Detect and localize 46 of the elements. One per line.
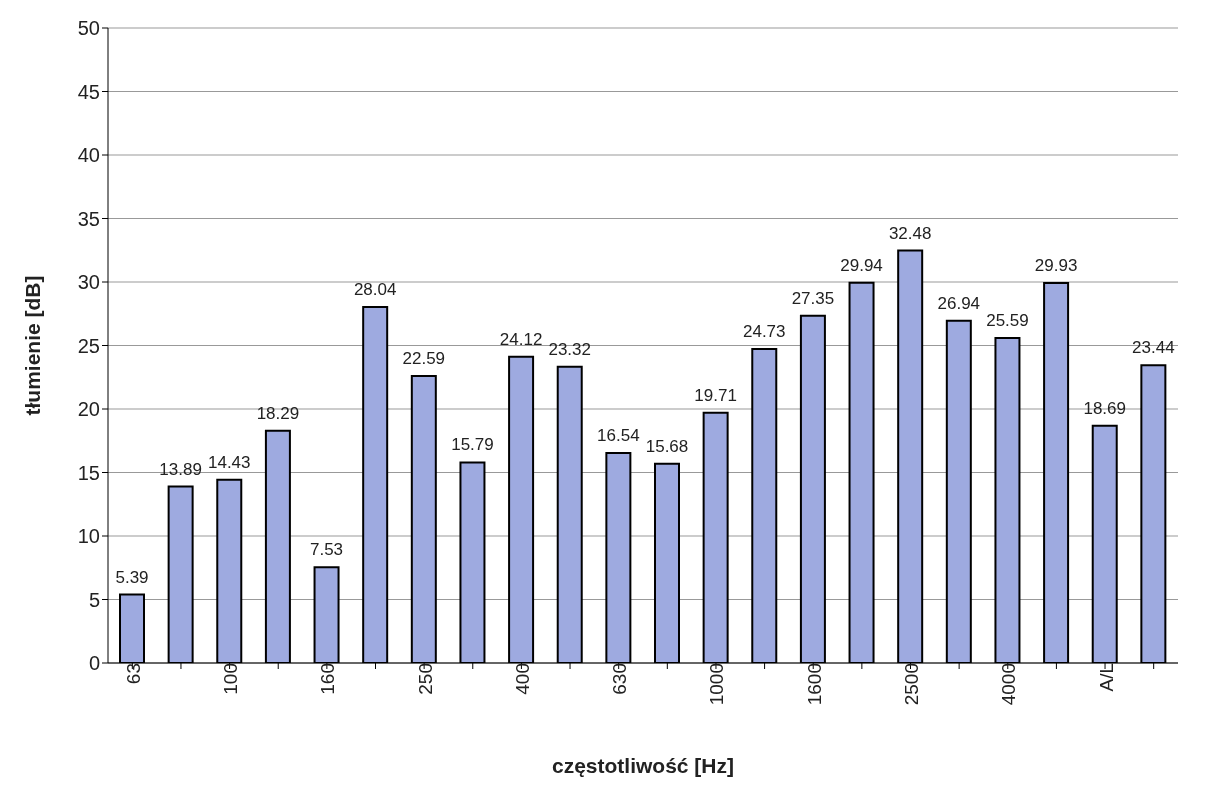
y-tick-label: 45 bbox=[77, 80, 100, 103]
data-label: 24.73 bbox=[743, 321, 786, 341]
y-tick-label: 35 bbox=[77, 207, 100, 230]
data-label: 15.68 bbox=[645, 436, 689, 456]
x-tick-label: 630 bbox=[609, 663, 631, 695]
x-tick-label: 1000 bbox=[706, 663, 728, 706]
data-label: 19.71 bbox=[694, 385, 737, 405]
data-label: 27.35 bbox=[791, 288, 835, 308]
data-label: 23.32 bbox=[548, 339, 591, 359]
y-tick-label: 10 bbox=[77, 525, 100, 548]
data-label: 26.94 bbox=[937, 293, 981, 313]
data-label: 13.89 bbox=[159, 459, 202, 479]
data-label: 14.43 bbox=[208, 452, 251, 472]
data-label: 25.59 bbox=[986, 311, 1029, 331]
y-tick-label: 20 bbox=[77, 398, 100, 421]
x-axis-title: częstotliwość [Hz] bbox=[551, 754, 735, 777]
data-label: 32.48 bbox=[888, 223, 932, 243]
y-tick-label: 0 bbox=[88, 652, 100, 675]
x-tick-label: 400 bbox=[511, 663, 533, 695]
y-axis-title: tłumienie [dB] bbox=[21, 275, 45, 416]
x-tick-label: 2500 bbox=[900, 663, 922, 706]
x-tick-label: 100 bbox=[220, 663, 242, 695]
x-tick-label: 160 bbox=[317, 663, 339, 695]
x-tick-label: 1600 bbox=[803, 663, 825, 706]
y-tick-label: 30 bbox=[77, 271, 100, 294]
x-tick-label: A/L bbox=[1095, 663, 1117, 692]
data-label: 18.29 bbox=[256, 403, 300, 423]
data-label: 28.04 bbox=[353, 279, 397, 299]
y-tick-label: 15 bbox=[77, 461, 100, 484]
x-tick-label: 4000 bbox=[998, 663, 1020, 706]
data-label: 29.93 bbox=[1034, 255, 1078, 275]
data-label: 22.59 bbox=[402, 349, 446, 369]
x-tick-label: 250 bbox=[414, 663, 436, 695]
data-label: 18.69 bbox=[1083, 398, 1126, 418]
y-tick-label: 50 bbox=[77, 17, 100, 40]
y-tick-label: 25 bbox=[77, 334, 100, 357]
data-label: 29.94 bbox=[840, 255, 883, 275]
data-label: 15.79 bbox=[451, 435, 494, 455]
data-label: 23.44 bbox=[1132, 338, 1175, 358]
y-tick-label: 40 bbox=[77, 144, 100, 167]
data-label: 24.12 bbox=[499, 329, 543, 349]
data-label: 5.39 bbox=[115, 567, 149, 587]
data-label: 7.53 bbox=[310, 540, 344, 560]
data-label: 16.54 bbox=[597, 425, 640, 445]
x-tick-label: 63 bbox=[122, 663, 144, 685]
y-tick-label: 5 bbox=[88, 588, 100, 611]
